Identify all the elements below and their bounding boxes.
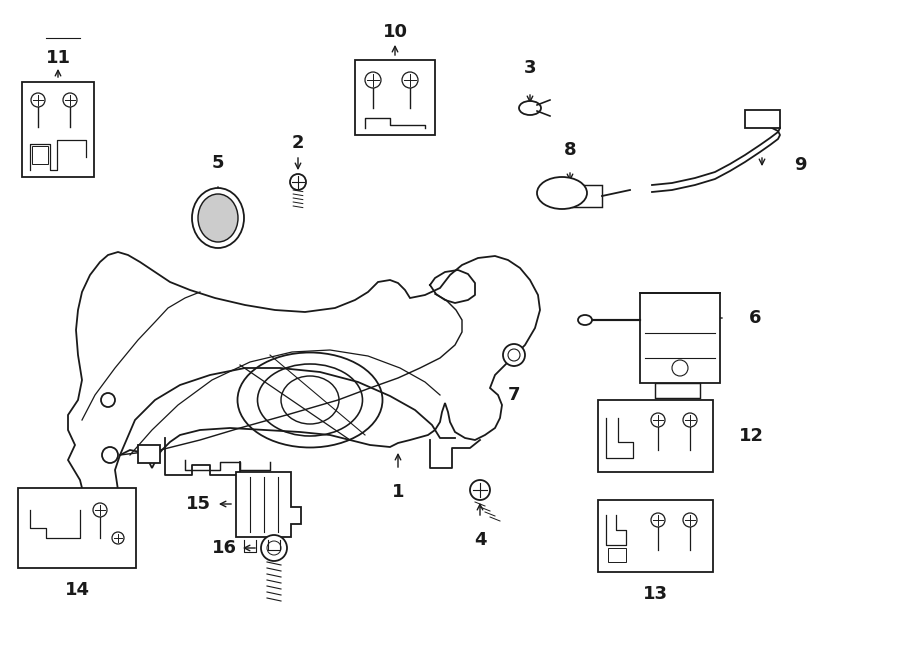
Text: 12: 12 xyxy=(739,427,763,445)
Text: 9: 9 xyxy=(794,156,806,174)
Circle shape xyxy=(261,535,287,561)
Text: 15: 15 xyxy=(185,495,211,513)
Circle shape xyxy=(651,513,665,527)
Bar xyxy=(598,500,713,572)
Ellipse shape xyxy=(537,177,587,209)
Bar xyxy=(32,146,48,164)
Circle shape xyxy=(63,93,77,107)
Bar xyxy=(655,383,700,398)
Bar xyxy=(22,82,94,177)
Circle shape xyxy=(470,480,490,500)
Ellipse shape xyxy=(198,194,238,242)
Circle shape xyxy=(683,513,697,527)
Bar xyxy=(608,548,626,562)
Text: 6: 6 xyxy=(749,309,761,327)
Bar xyxy=(18,488,136,568)
Bar xyxy=(598,400,713,472)
Circle shape xyxy=(93,503,107,517)
Bar xyxy=(138,445,160,463)
Ellipse shape xyxy=(192,188,244,248)
Ellipse shape xyxy=(519,101,541,115)
Bar xyxy=(745,110,780,128)
Text: 13: 13 xyxy=(643,585,668,603)
Circle shape xyxy=(683,413,697,427)
Text: 11: 11 xyxy=(46,49,70,67)
Circle shape xyxy=(651,413,665,427)
Text: 4: 4 xyxy=(473,531,486,549)
Text: 16: 16 xyxy=(212,539,237,557)
Text: 5: 5 xyxy=(212,154,224,172)
Circle shape xyxy=(112,532,124,544)
Bar xyxy=(572,185,602,207)
Text: 10: 10 xyxy=(382,23,408,41)
Circle shape xyxy=(31,93,45,107)
Text: 14: 14 xyxy=(65,581,89,599)
Polygon shape xyxy=(236,472,301,537)
Text: 2: 2 xyxy=(292,134,304,152)
Circle shape xyxy=(402,72,418,88)
Bar xyxy=(640,293,720,383)
Circle shape xyxy=(365,72,381,88)
Text: 8: 8 xyxy=(563,141,576,159)
Bar xyxy=(355,60,435,135)
Text: 1: 1 xyxy=(392,483,404,501)
Ellipse shape xyxy=(578,315,592,325)
Text: 7: 7 xyxy=(508,386,520,404)
Ellipse shape xyxy=(503,344,525,366)
Circle shape xyxy=(290,174,306,190)
Text: 3: 3 xyxy=(524,59,536,77)
